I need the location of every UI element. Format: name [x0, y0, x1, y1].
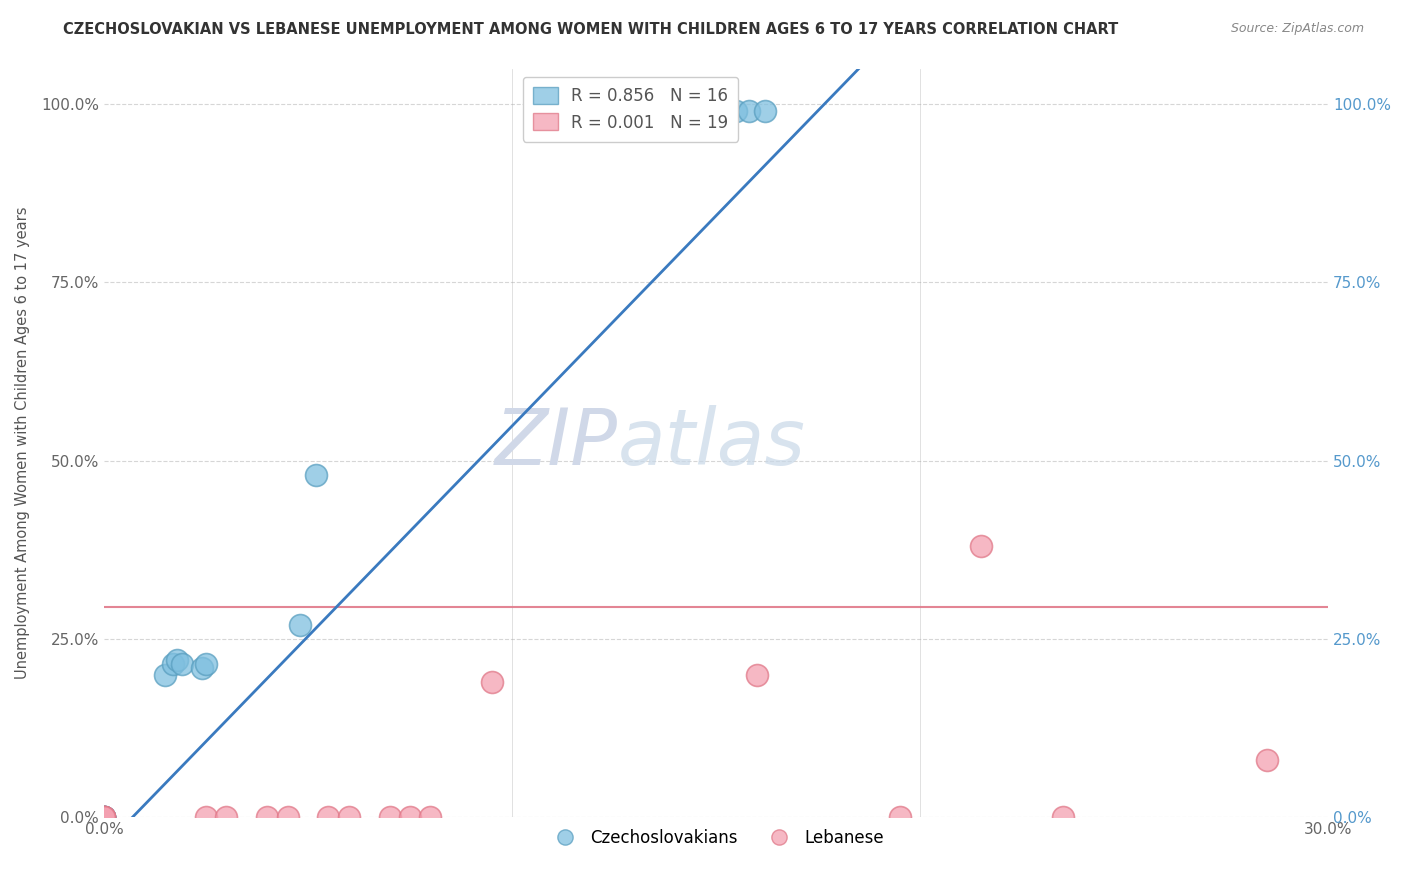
- Point: [93, 810, 115, 824]
- Point: [256, 810, 278, 824]
- Point: [215, 810, 238, 824]
- Text: atlas: atlas: [619, 405, 806, 481]
- Legend: Czechoslovakians, Lebanese: Czechoslovakians, Lebanese: [541, 822, 890, 854]
- Point: [337, 810, 360, 824]
- Point: [191, 660, 214, 674]
- Text: ZIP: ZIP: [495, 405, 619, 481]
- Point: [153, 667, 176, 681]
- Point: [93, 810, 115, 824]
- Point: [93, 810, 115, 824]
- Point: [378, 810, 401, 824]
- Point: [481, 674, 503, 689]
- Point: [745, 667, 768, 681]
- Point: [970, 540, 993, 554]
- Point: [93, 810, 115, 824]
- Point: [162, 657, 184, 671]
- Text: CZECHOSLOVAKIAN VS LEBANESE UNEMPLOYMENT AMONG WOMEN WITH CHILDREN AGES 6 TO 17 : CZECHOSLOVAKIAN VS LEBANESE UNEMPLOYMENT…: [63, 22, 1119, 37]
- Point: [305, 468, 328, 483]
- Point: [277, 810, 299, 824]
- Point: [889, 810, 911, 824]
- Point: [1052, 810, 1074, 824]
- Point: [93, 810, 115, 824]
- Point: [166, 653, 188, 667]
- Point: [170, 657, 193, 671]
- Point: [93, 810, 115, 824]
- Point: [288, 617, 311, 632]
- Point: [195, 810, 218, 824]
- Point: [419, 810, 441, 824]
- Point: [93, 810, 115, 824]
- Point: [93, 810, 115, 824]
- Point: [195, 657, 218, 671]
- Point: [93, 810, 115, 824]
- Point: [725, 104, 748, 119]
- Point: [318, 810, 340, 824]
- Y-axis label: Unemployment Among Women with Children Ages 6 to 17 years: Unemployment Among Women with Children A…: [15, 207, 30, 679]
- Point: [399, 810, 422, 824]
- Text: Source: ZipAtlas.com: Source: ZipAtlas.com: [1230, 22, 1364, 36]
- Point: [93, 810, 115, 824]
- Point: [754, 104, 776, 119]
- Point: [738, 104, 761, 119]
- Point: [1256, 753, 1278, 767]
